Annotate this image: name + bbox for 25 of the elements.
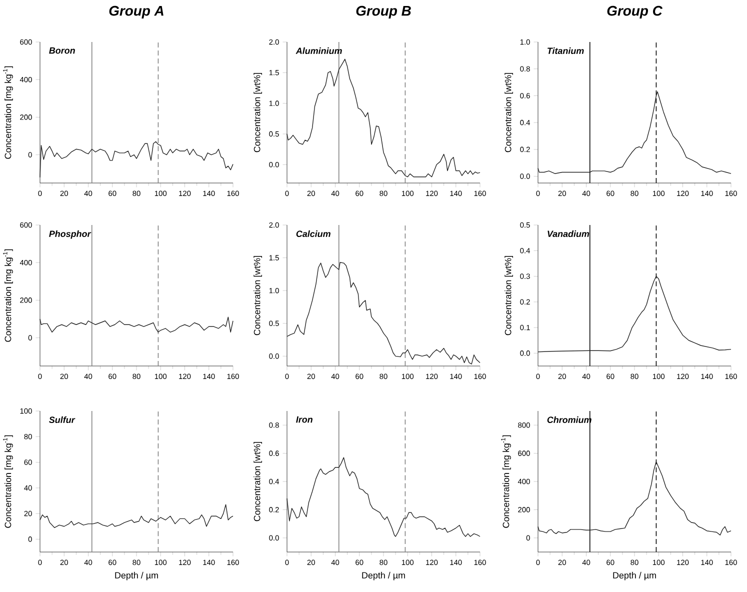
annotation: Iron (296, 416, 312, 423)
y-axis-title: Concentration [mg kg$^{-1}$] (501, 435, 511, 528)
line-series (40, 141, 234, 178)
x-axis-title: Depth / µm (613, 572, 656, 580)
annotation: Aluminium (296, 47, 342, 54)
chart-title: Group C (607, 6, 663, 18)
x-axis-title: Depth / µm (115, 572, 158, 580)
y-axis-title: Concentration [wt%] (504, 256, 514, 336)
line-series (40, 504, 234, 528)
y-axis-title: Concentration [wt%] (254, 73, 262, 152)
y-axis-title: Concentration [wt%] (254, 256, 262, 336)
annotation: Sulfur (49, 416, 76, 424)
y-axis-title: Concentration [mg kg$^{-1}$] (3, 435, 13, 528)
annotation: Boron (49, 47, 75, 54)
annotation: Phosphor (49, 230, 92, 239)
y-axis-title: Concentration [mg kg$^{-1}$] (3, 66, 13, 159)
y-axis-title: Concentration [wt%] (504, 73, 514, 152)
y-axis-title: Concentration [wt%] (254, 442, 262, 522)
chart-title: Group B (356, 6, 411, 18)
y-axis-title: Concentration [mg kg$^{-1}$] (3, 249, 13, 342)
annotation: Titanium (548, 47, 584, 54)
x-axis-title: Depth / µm (362, 572, 405, 580)
annotation: Calcium (296, 230, 330, 238)
annotation: Vanadium (548, 230, 590, 238)
chart-title: Group A (109, 6, 164, 18)
